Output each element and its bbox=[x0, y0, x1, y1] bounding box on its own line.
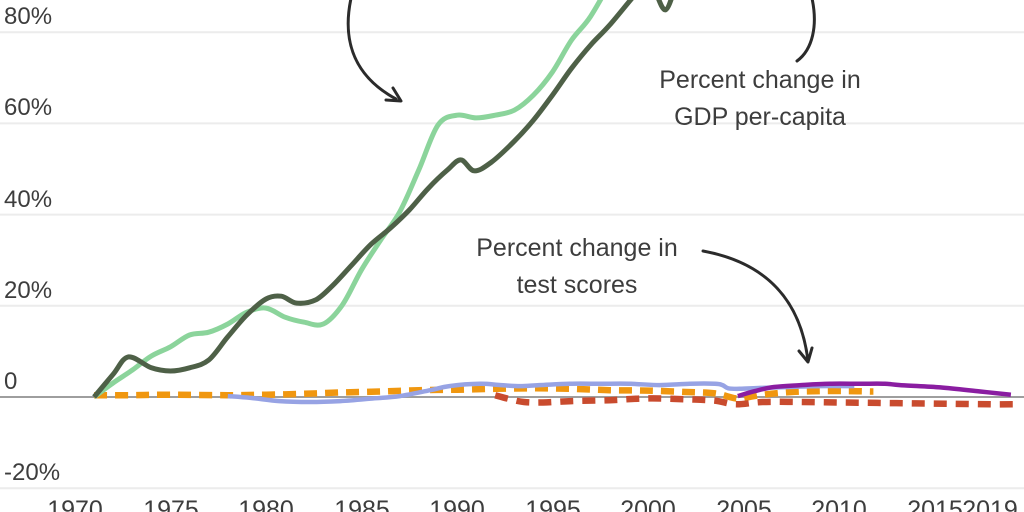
x-tick-label: 2000 bbox=[620, 496, 676, 512]
top-left-annotation-arrowhead bbox=[384, 86, 403, 103]
test-scores-blue-solid-path bbox=[227, 381, 855, 405]
x-tick-label: 1995 bbox=[525, 496, 581, 512]
series-lines-layer bbox=[92, 0, 1015, 408]
x-tick-label: 2010 bbox=[811, 496, 867, 512]
test-scores-purple-solid-path bbox=[737, 381, 1012, 399]
x-tick-label: 1970 bbox=[47, 496, 103, 512]
x-tick-label: 2019 bbox=[962, 496, 1018, 512]
light-green-line-path bbox=[92, 0, 604, 399]
gdp-annotation-line-1: Percent change in bbox=[659, 66, 861, 94]
gdp-per-capita-dark-green-path bbox=[92, 0, 674, 399]
gdp-annotation-line-2: GDP per-capita bbox=[674, 103, 846, 131]
y-tick-label: -20% bbox=[4, 459, 61, 486]
x-tick-label: 2005 bbox=[716, 496, 772, 512]
test-scores-red-dashed-path bbox=[494, 392, 1015, 408]
y-tick-label: 60% bbox=[4, 94, 53, 121]
x-tick-label: 1990 bbox=[429, 496, 485, 512]
test-scores-annotation-line-2: test scores bbox=[516, 271, 638, 299]
top-left-annotation-arrow bbox=[346, 0, 398, 101]
gridlines-layer bbox=[0, 31, 1024, 490]
annotation-arrows-layer bbox=[346, 0, 816, 364]
x-tick-label: 1975 bbox=[143, 496, 199, 512]
gdp-annotation-arrow bbox=[795, 0, 816, 63]
test-scores-annotation: Percent change in test scores bbox=[427, 230, 727, 304]
test-scores-orange-dashed-path bbox=[94, 385, 874, 402]
test-scores-annotation-arrow bbox=[701, 249, 810, 363]
y-tick-label: 40% bbox=[4, 186, 53, 213]
gdp-annotation: Percent change in GDP per-capita bbox=[610, 62, 910, 136]
x-tick-label: 2015 bbox=[907, 496, 963, 512]
y-tick-label: 20% bbox=[4, 277, 53, 304]
y-tick-label: 80% bbox=[4, 3, 53, 30]
x-tick-label: 1980 bbox=[238, 496, 294, 512]
test-scores-annotation-line-1: Percent change in bbox=[476, 234, 678, 262]
y-tick-label: 0 bbox=[4, 368, 18, 395]
test-scores-annotation-arrowhead bbox=[797, 346, 814, 364]
x-tick-label: 1985 bbox=[334, 496, 390, 512]
